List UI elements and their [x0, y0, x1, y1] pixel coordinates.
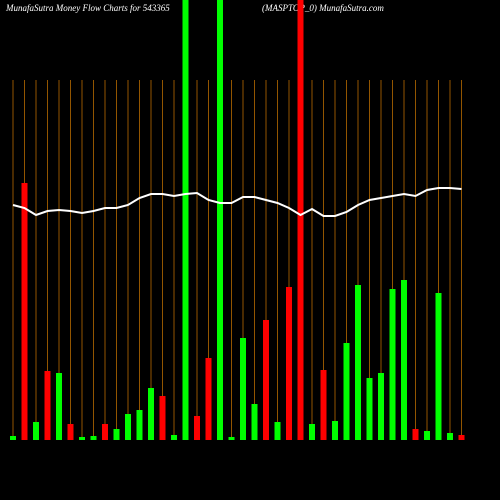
bar	[228, 437, 235, 440]
bar	[401, 280, 407, 440]
bar	[366, 378, 373, 440]
bar	[435, 293, 442, 440]
bar	[21, 183, 28, 440]
bar	[125, 414, 131, 440]
bar	[113, 429, 120, 440]
bar	[205, 358, 212, 440]
bar	[447, 433, 453, 440]
bar	[171, 435, 177, 440]
bar	[320, 370, 327, 440]
bar	[378, 373, 384, 440]
bar	[355, 285, 361, 440]
bar	[297, 0, 304, 440]
bar	[136, 410, 143, 440]
bar	[263, 320, 269, 440]
bar	[194, 416, 200, 440]
bar	[424, 431, 430, 440]
money-flow-line	[12, 187, 462, 217]
bar	[251, 404, 258, 440]
bar	[240, 338, 246, 440]
bar	[44, 371, 51, 440]
bar	[56, 373, 62, 440]
bar	[90, 436, 97, 440]
bar	[343, 343, 350, 440]
bar	[286, 287, 292, 440]
chart-subtitle: (MASPTOP_0) MunafaSutra.com	[262, 3, 384, 13]
bar	[182, 0, 189, 440]
bar	[10, 436, 16, 440]
bar	[148, 388, 154, 440]
bar	[412, 429, 419, 440]
bar	[458, 435, 465, 440]
bar	[79, 437, 85, 440]
bar	[389, 289, 396, 440]
bar	[102, 424, 108, 440]
bar	[309, 424, 315, 440]
bar	[159, 396, 166, 440]
bar	[274, 422, 281, 440]
bar	[67, 424, 74, 440]
bar	[217, 0, 223, 440]
bar	[33, 422, 39, 440]
chart-title: MunafaSutra Money Flow Charts for 543365	[5, 3, 170, 13]
bar	[332, 421, 338, 440]
